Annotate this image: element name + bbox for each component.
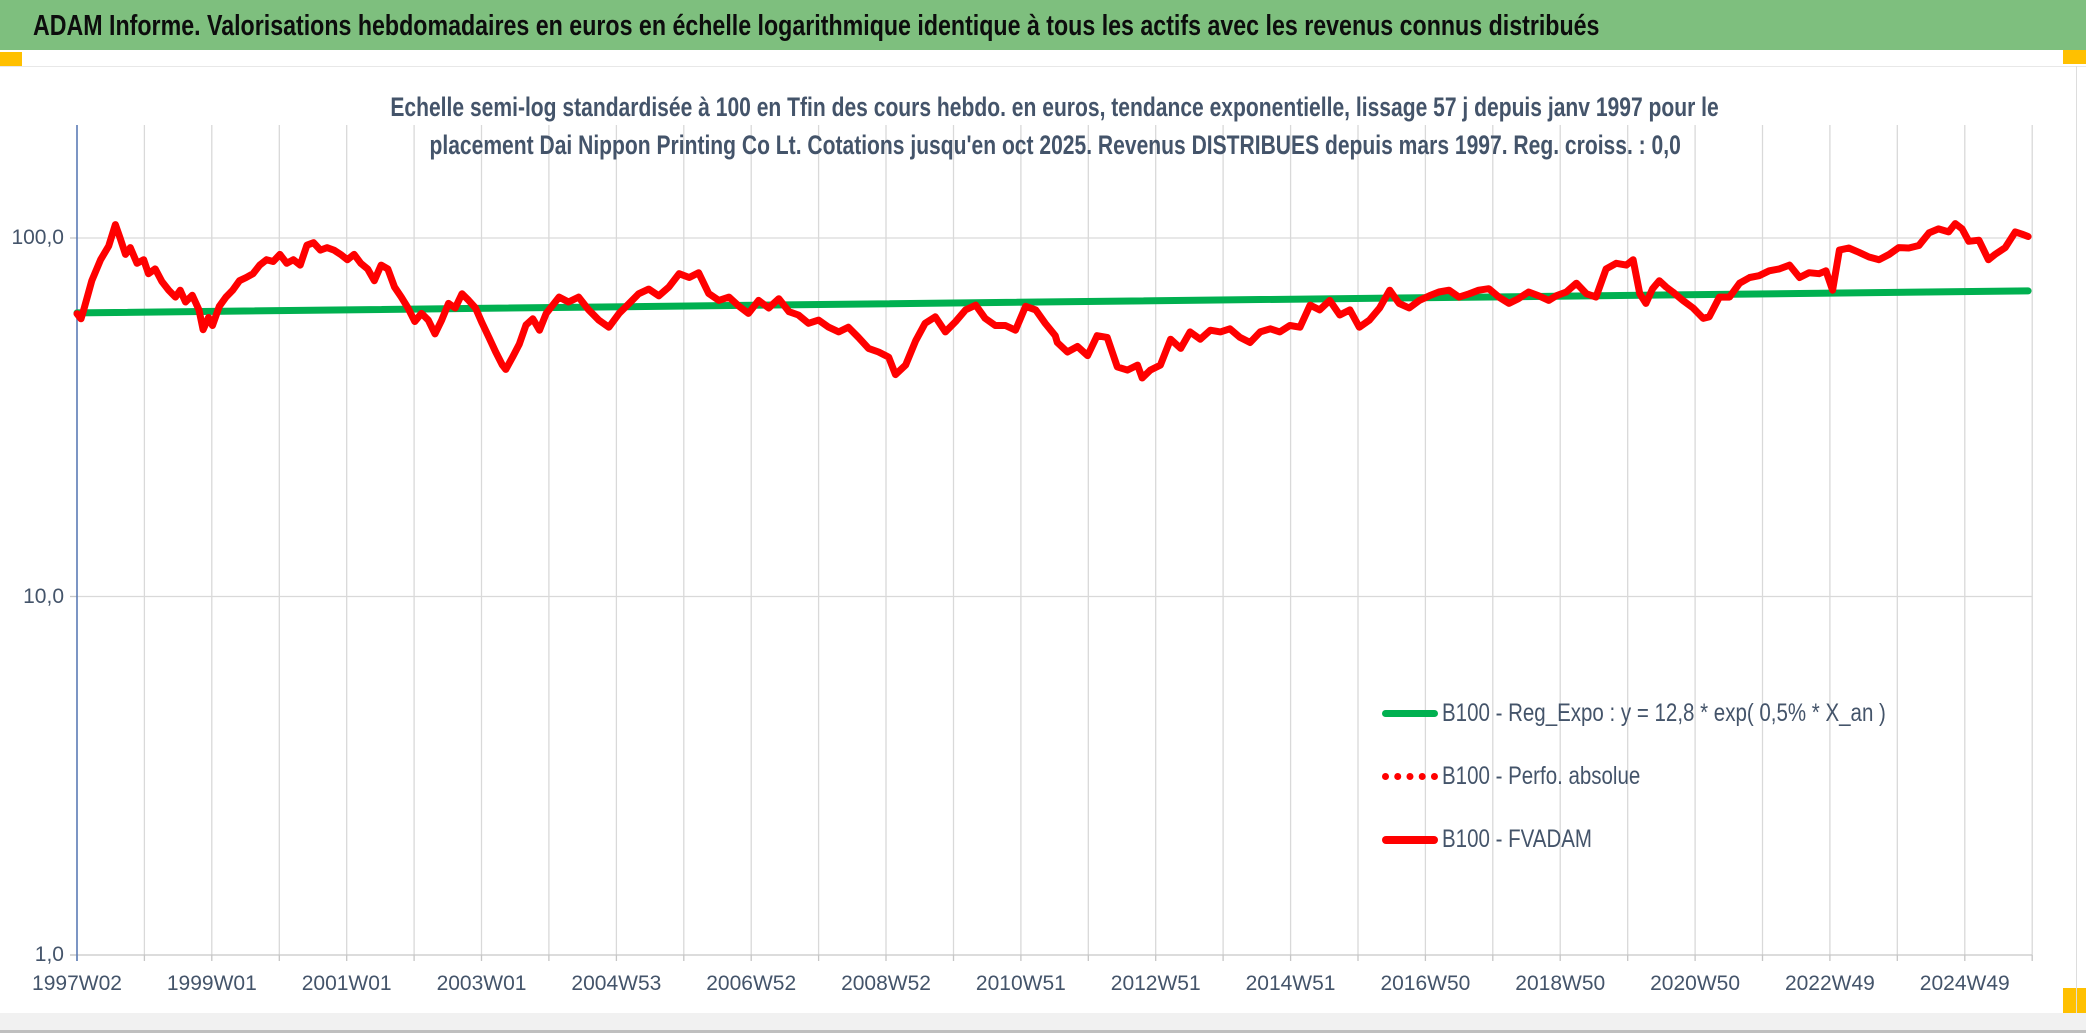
chart-legend: B100 - Reg_Expo : y = 12,8 * exp( 0,5% *…	[1382, 682, 1983, 871]
x-axis-tick-label: 2010W51	[975, 972, 1066, 995]
bottom-row	[0, 1013, 2086, 1030]
legend-item-reg-expo: B100 - Reg_Expo : y = 12,8 * exp( 0,5% *…	[1382, 682, 1983, 745]
red-dotted-line-sample-icon	[1382, 773, 1438, 780]
x-axis-tick-label: 2018W50	[1515, 972, 1606, 995]
chart-title-line-2: placement Dai Nippon Printing Co Lt. Cot…	[429, 130, 1681, 160]
y-axis-tick-label: 10,0	[23, 584, 64, 608]
x-axis-tick-label: 2004W53	[571, 972, 662, 995]
chart-right-border	[2076, 66, 2077, 1013]
page-title: ADAM Informe. Valorisations hebdomadaire…	[33, 10, 1600, 42]
legend-label: B100 - FVADAM	[1442, 825, 1593, 853]
x-axis-tick-label: 1997W02	[32, 972, 122, 995]
chart-title-line-1: Echelle semi-log standardisée à 100 en T…	[390, 92, 1720, 122]
legend-label: B100 - Perfo. absolue	[1442, 762, 1641, 790]
bottom-edge-strip	[0, 1030, 2086, 1033]
x-axis-tick-label: 2001W01	[301, 972, 392, 995]
green-line-sample-icon	[1382, 710, 1438, 717]
chart-title: Echelle semi-log standardisée à 100 en T…	[77, 88, 2033, 164]
x-axis-tick-label: 2008W52	[841, 972, 931, 995]
header-divider	[0, 66, 2086, 67]
x-axis-tick-label: 2014W51	[1245, 972, 1336, 995]
x-axis-tick-label: 2006W52	[706, 972, 797, 995]
x-axis-tick-label: 2016W50	[1380, 972, 1471, 995]
y-axis-tick-label: 100,0	[11, 226, 64, 249]
x-axis-tick-label: 2020W50	[1650, 972, 1741, 995]
accent-square-top-left	[0, 52, 22, 67]
y-axis-tick-label: 1,0	[34, 943, 64, 966]
x-axis-tick-label: 1999W01	[166, 972, 257, 995]
x-axis-tick-label: 2012W51	[1110, 972, 1201, 995]
x-axis-tick-labels: 1997W02 1999W01 2001W01 2003W01 2004W53 2006W…	[0, 972, 2086, 998]
legend-label: B100 - Reg_Expo : y = 12,8 * exp( 0,5% *…	[1442, 699, 1886, 727]
red-line-sample-icon	[1382, 835, 1438, 844]
x-axis-tick-label: 2024W49	[1919, 972, 2010, 995]
x-axis-tick-label: 2003W01	[436, 972, 527, 995]
header-bar: ADAM Informe. Valorisations hebdomadaire…	[0, 0, 2086, 50]
accent-square-top-right	[2063, 50, 2086, 64]
legend-item-fvadam: B100 - FVADAM	[1382, 808, 1983, 871]
x-axis-tick-label: 2022W49	[1784, 972, 1875, 995]
legend-item-perfo-absolue: B100 - Perfo. absolue	[1382, 745, 1983, 808]
